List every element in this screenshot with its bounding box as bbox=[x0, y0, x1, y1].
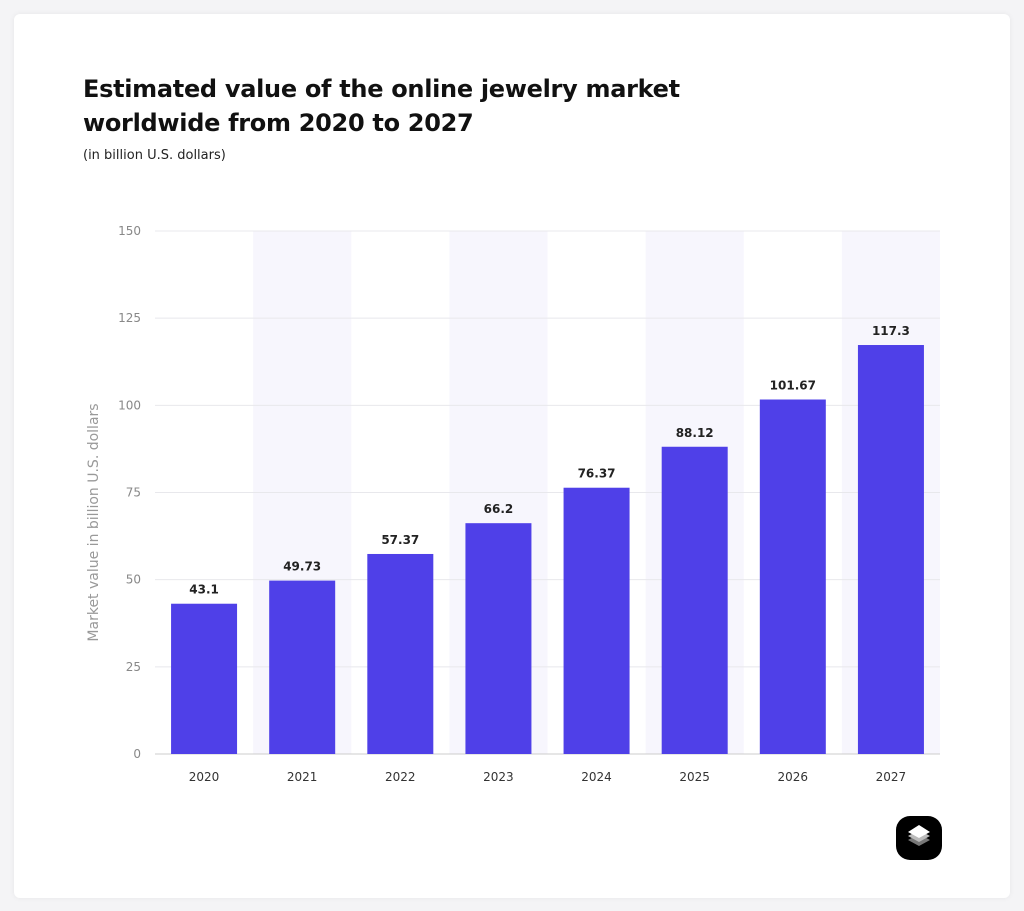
data-label: 88.12 bbox=[676, 426, 714, 440]
bar-2024 bbox=[563, 487, 630, 754]
x-tick-label: 2025 bbox=[679, 770, 710, 784]
data-label: 43.1 bbox=[189, 583, 219, 597]
data-label: 66.2 bbox=[484, 502, 514, 516]
data-label: 101.67 bbox=[770, 379, 816, 393]
bar-2021 bbox=[269, 580, 336, 754]
x-tick-label: 2023 bbox=[483, 770, 514, 784]
bar-2022 bbox=[367, 553, 434, 754]
bar-2023 bbox=[465, 523, 532, 754]
y-tick-label: 25 bbox=[126, 660, 141, 674]
x-tick-label: 2021 bbox=[287, 770, 318, 784]
y-tick-label: 50 bbox=[126, 573, 141, 587]
x-tick-label: 2020 bbox=[189, 770, 220, 784]
data-label: 49.73 bbox=[283, 560, 321, 574]
chart-title: Estimated value of the online jewelry ma… bbox=[83, 75, 680, 137]
y-tick-label: 125 bbox=[118, 311, 141, 325]
bar-2027 bbox=[857, 345, 924, 754]
y-tick-label: 75 bbox=[126, 486, 141, 500]
data-label: 117.3 bbox=[872, 324, 910, 338]
bar-2020 bbox=[171, 603, 238, 754]
data-label: 76.37 bbox=[578, 467, 616, 481]
y-tick-label: 150 bbox=[118, 224, 141, 238]
x-tick-label: 2027 bbox=[876, 770, 907, 784]
y-tick-label: 0 bbox=[133, 747, 141, 761]
chart-subtitle: (in billion U.S. dollars) bbox=[83, 148, 226, 163]
bar-2025 bbox=[661, 446, 728, 754]
x-tick-label: 2022 bbox=[385, 770, 416, 784]
y-tick-label: 100 bbox=[118, 398, 141, 412]
bar-2026 bbox=[759, 399, 826, 754]
y-axis-label: Market value in billion U.S. dollars bbox=[86, 403, 102, 641]
data-label: 57.37 bbox=[381, 533, 419, 547]
x-tick-label: 2024 bbox=[581, 770, 612, 784]
x-tick-label: 2026 bbox=[778, 770, 809, 784]
logo-icon bbox=[896, 816, 942, 860]
